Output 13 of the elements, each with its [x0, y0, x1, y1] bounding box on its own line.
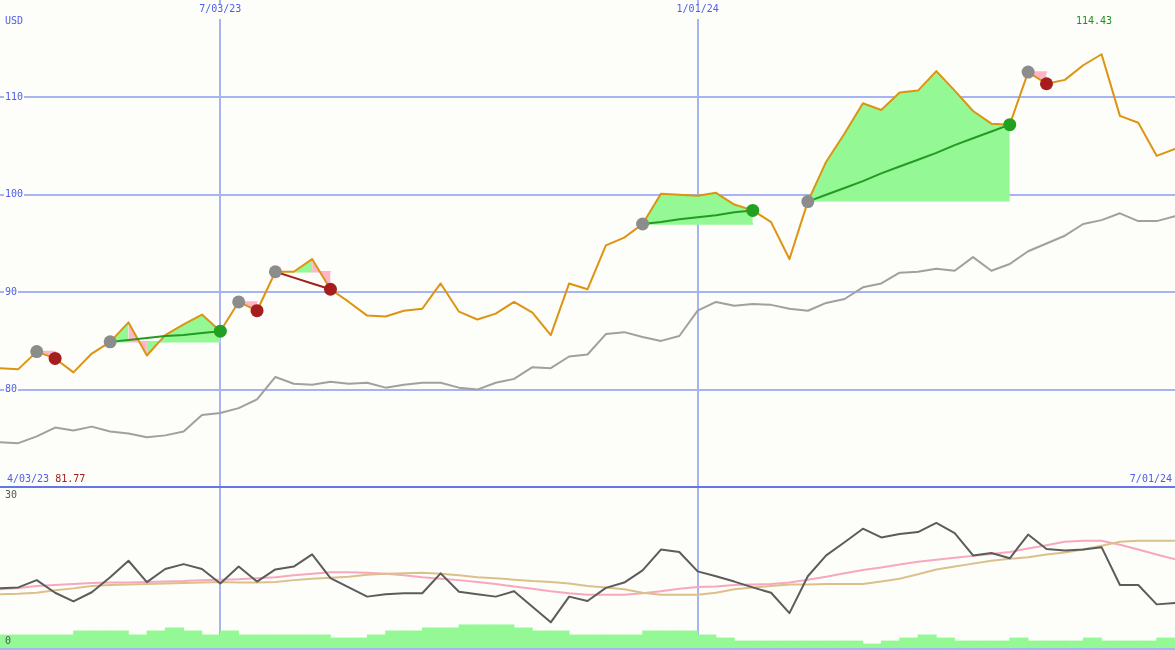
x-tick-label: 7/03/23	[199, 2, 242, 14]
y-tick-label: 80	[5, 383, 18, 395]
y-tick-label: 0	[5, 634, 12, 646]
annotation: 7/01/24	[1129, 472, 1172, 484]
y-tick-label: 110	[5, 90, 24, 102]
annotation: 4/03/23	[7, 472, 50, 484]
x-tick-label: 1/01/24	[676, 2, 719, 14]
y-axis-title: USD	[5, 14, 24, 26]
y-tick-label: 30	[5, 489, 18, 501]
annotation: 81.77	[55, 472, 86, 484]
y-tick-label: 100	[5, 188, 24, 200]
y-tick-label: 90	[5, 285, 18, 297]
annotation: 114.43	[1075, 14, 1113, 26]
